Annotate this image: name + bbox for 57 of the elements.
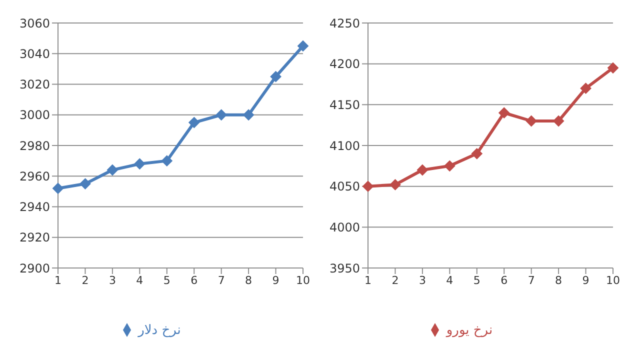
point — [134, 158, 146, 170]
x-tick-label: 7 — [528, 274, 535, 287]
x-tick-label: 4 — [446, 274, 454, 287]
point — [161, 155, 172, 166]
x-tick-label: 1 — [364, 274, 372, 287]
point — [216, 109, 227, 120]
point — [526, 116, 537, 126]
point — [188, 117, 200, 128]
y-tick-label: 2940 — [19, 200, 50, 214]
x-tick-label: 9 — [272, 274, 280, 287]
x-tick-label: 6 — [500, 274, 508, 287]
y-tick-label: 3060 — [19, 16, 50, 30]
x-tick-label: 8 — [555, 274, 562, 287]
point — [390, 179, 401, 190]
point — [106, 164, 118, 176]
y-tick-label: 2980 — [19, 138, 50, 153]
y-tick-label: 3040 — [19, 46, 50, 61]
y-tick-label: 2960 — [19, 169, 50, 184]
x-tick-label: 9 — [582, 274, 590, 287]
y-tick-label: 4150 — [329, 98, 360, 112]
x-tick-label: 8 — [245, 274, 252, 287]
x-tick-label: 3 — [418, 274, 426, 287]
x-tick-label: 10 — [606, 274, 620, 287]
point — [52, 182, 64, 194]
y-tick-label: 4200 — [329, 57, 360, 72]
point — [444, 160, 456, 172]
x-tick-label: 5 — [163, 274, 170, 287]
point — [580, 82, 592, 94]
point — [498, 107, 510, 118]
y-tick-label: 4250 — [329, 16, 360, 30]
y-tick-label: 3000 — [19, 108, 50, 122]
point — [608, 62, 618, 74]
x-tick-label: 5 — [473, 274, 480, 287]
point — [243, 109, 254, 120]
x-tick-label: 3 — [108, 274, 116, 287]
point — [553, 116, 564, 126]
point — [416, 164, 428, 176]
x-tick-label: 4 — [136, 274, 144, 287]
legend-label: نرخ یورو — [446, 323, 493, 338]
y-tick-label: 4100 — [329, 138, 360, 153]
y-tick-label: 4050 — [329, 180, 360, 194]
y-tick-label: 3020 — [19, 78, 50, 92]
y-tick-label: 4000 — [329, 220, 360, 234]
point — [471, 148, 482, 160]
y-tick-label: 2920 — [19, 230, 50, 245]
point — [270, 71, 282, 82]
y-tick-label: 2900 — [19, 261, 50, 276]
x-tick-label: 7 — [218, 274, 225, 287]
x-tick-label: 2 — [392, 274, 399, 287]
x-tick-label: 10 — [296, 274, 310, 287]
y-tick-label: 3950 — [329, 261, 360, 276]
x-tick-label: 6 — [190, 274, 198, 287]
point — [80, 178, 91, 190]
legend-label: نرخ دلار — [138, 323, 181, 338]
x-tick-label: 2 — [82, 274, 89, 287]
x-tick-label: 1 — [54, 274, 62, 287]
point — [298, 40, 308, 52]
